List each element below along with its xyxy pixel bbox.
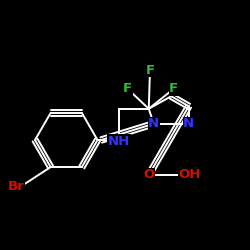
Text: F: F [169,82,178,95]
Text: Br: Br [8,180,24,193]
Text: N: N [183,117,194,130]
Text: N: N [148,117,159,130]
Text: OH: OH [179,168,201,181]
Text: NH: NH [108,135,130,148]
Text: O: O [143,168,154,181]
Text: F: F [146,64,154,76]
Text: F: F [123,82,132,95]
